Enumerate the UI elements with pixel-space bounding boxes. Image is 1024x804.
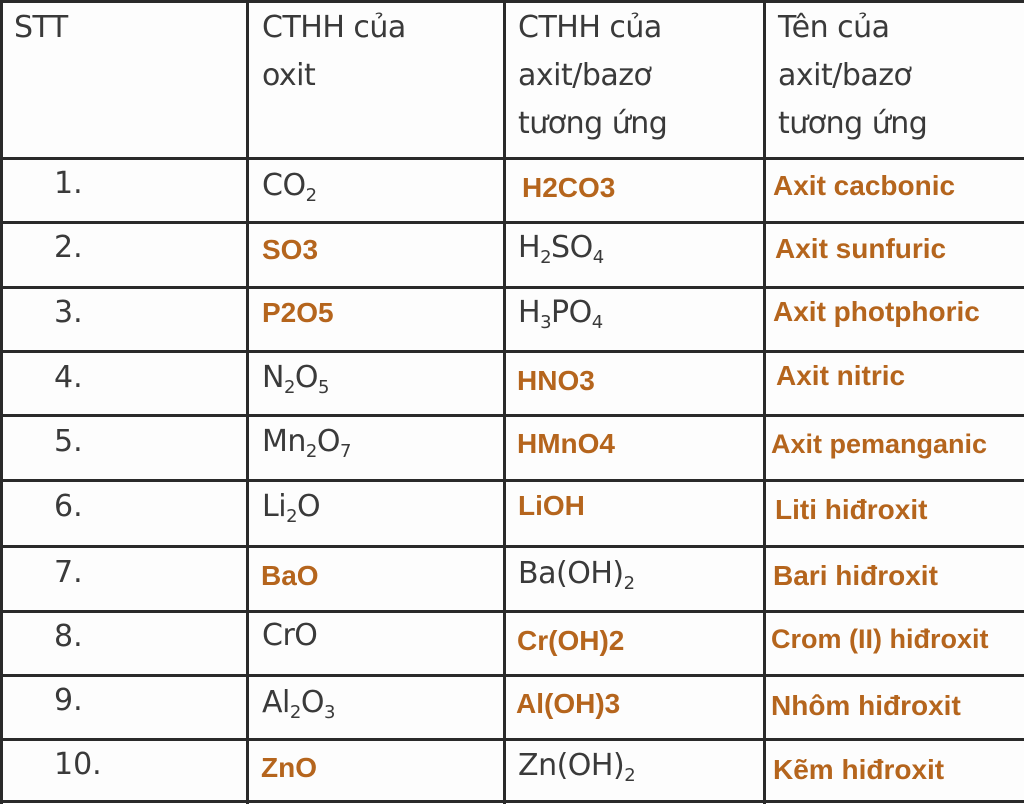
row-divider <box>0 414 1024 417</box>
row-number: 3. <box>54 295 83 330</box>
acid-base-name: Crom (II) hiđroxit <box>771 624 989 654</box>
row-divider <box>0 674 1024 677</box>
acid-base-name: Axit photphoric <box>773 296 980 327</box>
header-oxide-formula: CTHH của oxit <box>262 10 406 93</box>
acid-base-name: Axit sunfuric <box>775 233 947 264</box>
row-divider <box>0 610 1024 613</box>
oxide-formula: Li2O <box>262 489 321 527</box>
acid-base-formula: H3PO4 <box>518 295 603 333</box>
acid-base-formula: LiOH <box>518 490 585 521</box>
acid-base-formula: Zn(OH)2 <box>518 748 636 786</box>
row-divider <box>0 800 1024 803</box>
oxide-formula: Mn2O7 <box>262 424 351 462</box>
acid-base-formula: Cr(OH)2 <box>517 625 625 656</box>
header-acid-base-name: Tên của axit/bazơ tương ứng <box>778 10 928 141</box>
acid-base-formula: Ba(OH)2 <box>518 556 635 594</box>
row-divider <box>0 350 1024 353</box>
acid-base-name: Axit pemanganic <box>771 429 988 459</box>
oxide-formula: BaO <box>261 560 319 591</box>
column-divider <box>763 0 766 804</box>
row-number: 7. <box>54 555 83 590</box>
row-number: 9. <box>54 683 83 718</box>
row-number: 6. <box>54 489 83 524</box>
row-divider <box>0 286 1024 289</box>
acid-base-name: Axit nitric <box>776 360 906 391</box>
row-number: 5. <box>54 424 83 459</box>
oxide-formula: P2O5 <box>262 297 334 328</box>
header-stt: STT <box>14 10 68 45</box>
acid-base-formula: H2CO3 <box>522 172 616 203</box>
acid-base-name: Axit cacbonic <box>773 170 956 201</box>
oxide-formula: N2O5 <box>262 360 329 398</box>
acid-base-formula: HMnO4 <box>517 428 615 459</box>
acid-base-formula: Al(OH)3 <box>516 688 621 719</box>
oxide-formula: Al2O3 <box>262 685 335 723</box>
row-number: 4. <box>54 360 83 395</box>
row-divider <box>0 0 1024 3</box>
row-divider <box>0 479 1024 482</box>
acid-base-name: Liti hiđroxit <box>775 494 928 525</box>
oxide-formula: ZnO <box>261 752 317 783</box>
column-divider <box>246 0 249 804</box>
column-divider <box>0 0 3 804</box>
oxide-formula: CO2 <box>262 168 317 206</box>
row-number: 2. <box>54 230 83 265</box>
row-number: 1. <box>54 166 83 201</box>
row-divider <box>0 157 1024 160</box>
acid-base-name: Bari hiđroxit <box>773 560 938 591</box>
oxide-formula: CrO <box>262 618 318 653</box>
row-divider <box>0 221 1024 224</box>
row-number: 10. <box>54 747 102 782</box>
row-divider <box>0 738 1024 741</box>
oxide-formula: SO3 <box>262 234 319 265</box>
acid-base-formula: H2SO4 <box>518 230 604 268</box>
header-acid-base-formula: CTHH của axit/bazơ tương ứng <box>518 10 668 141</box>
row-number: 8. <box>54 619 83 654</box>
acid-base-name: Nhôm hiđroxit <box>771 690 961 721</box>
column-divider <box>503 0 506 804</box>
acid-base-name: Kẽm hiđroxit <box>773 754 945 785</box>
row-divider <box>0 545 1024 548</box>
acid-base-formula: HNO3 <box>517 365 595 396</box>
